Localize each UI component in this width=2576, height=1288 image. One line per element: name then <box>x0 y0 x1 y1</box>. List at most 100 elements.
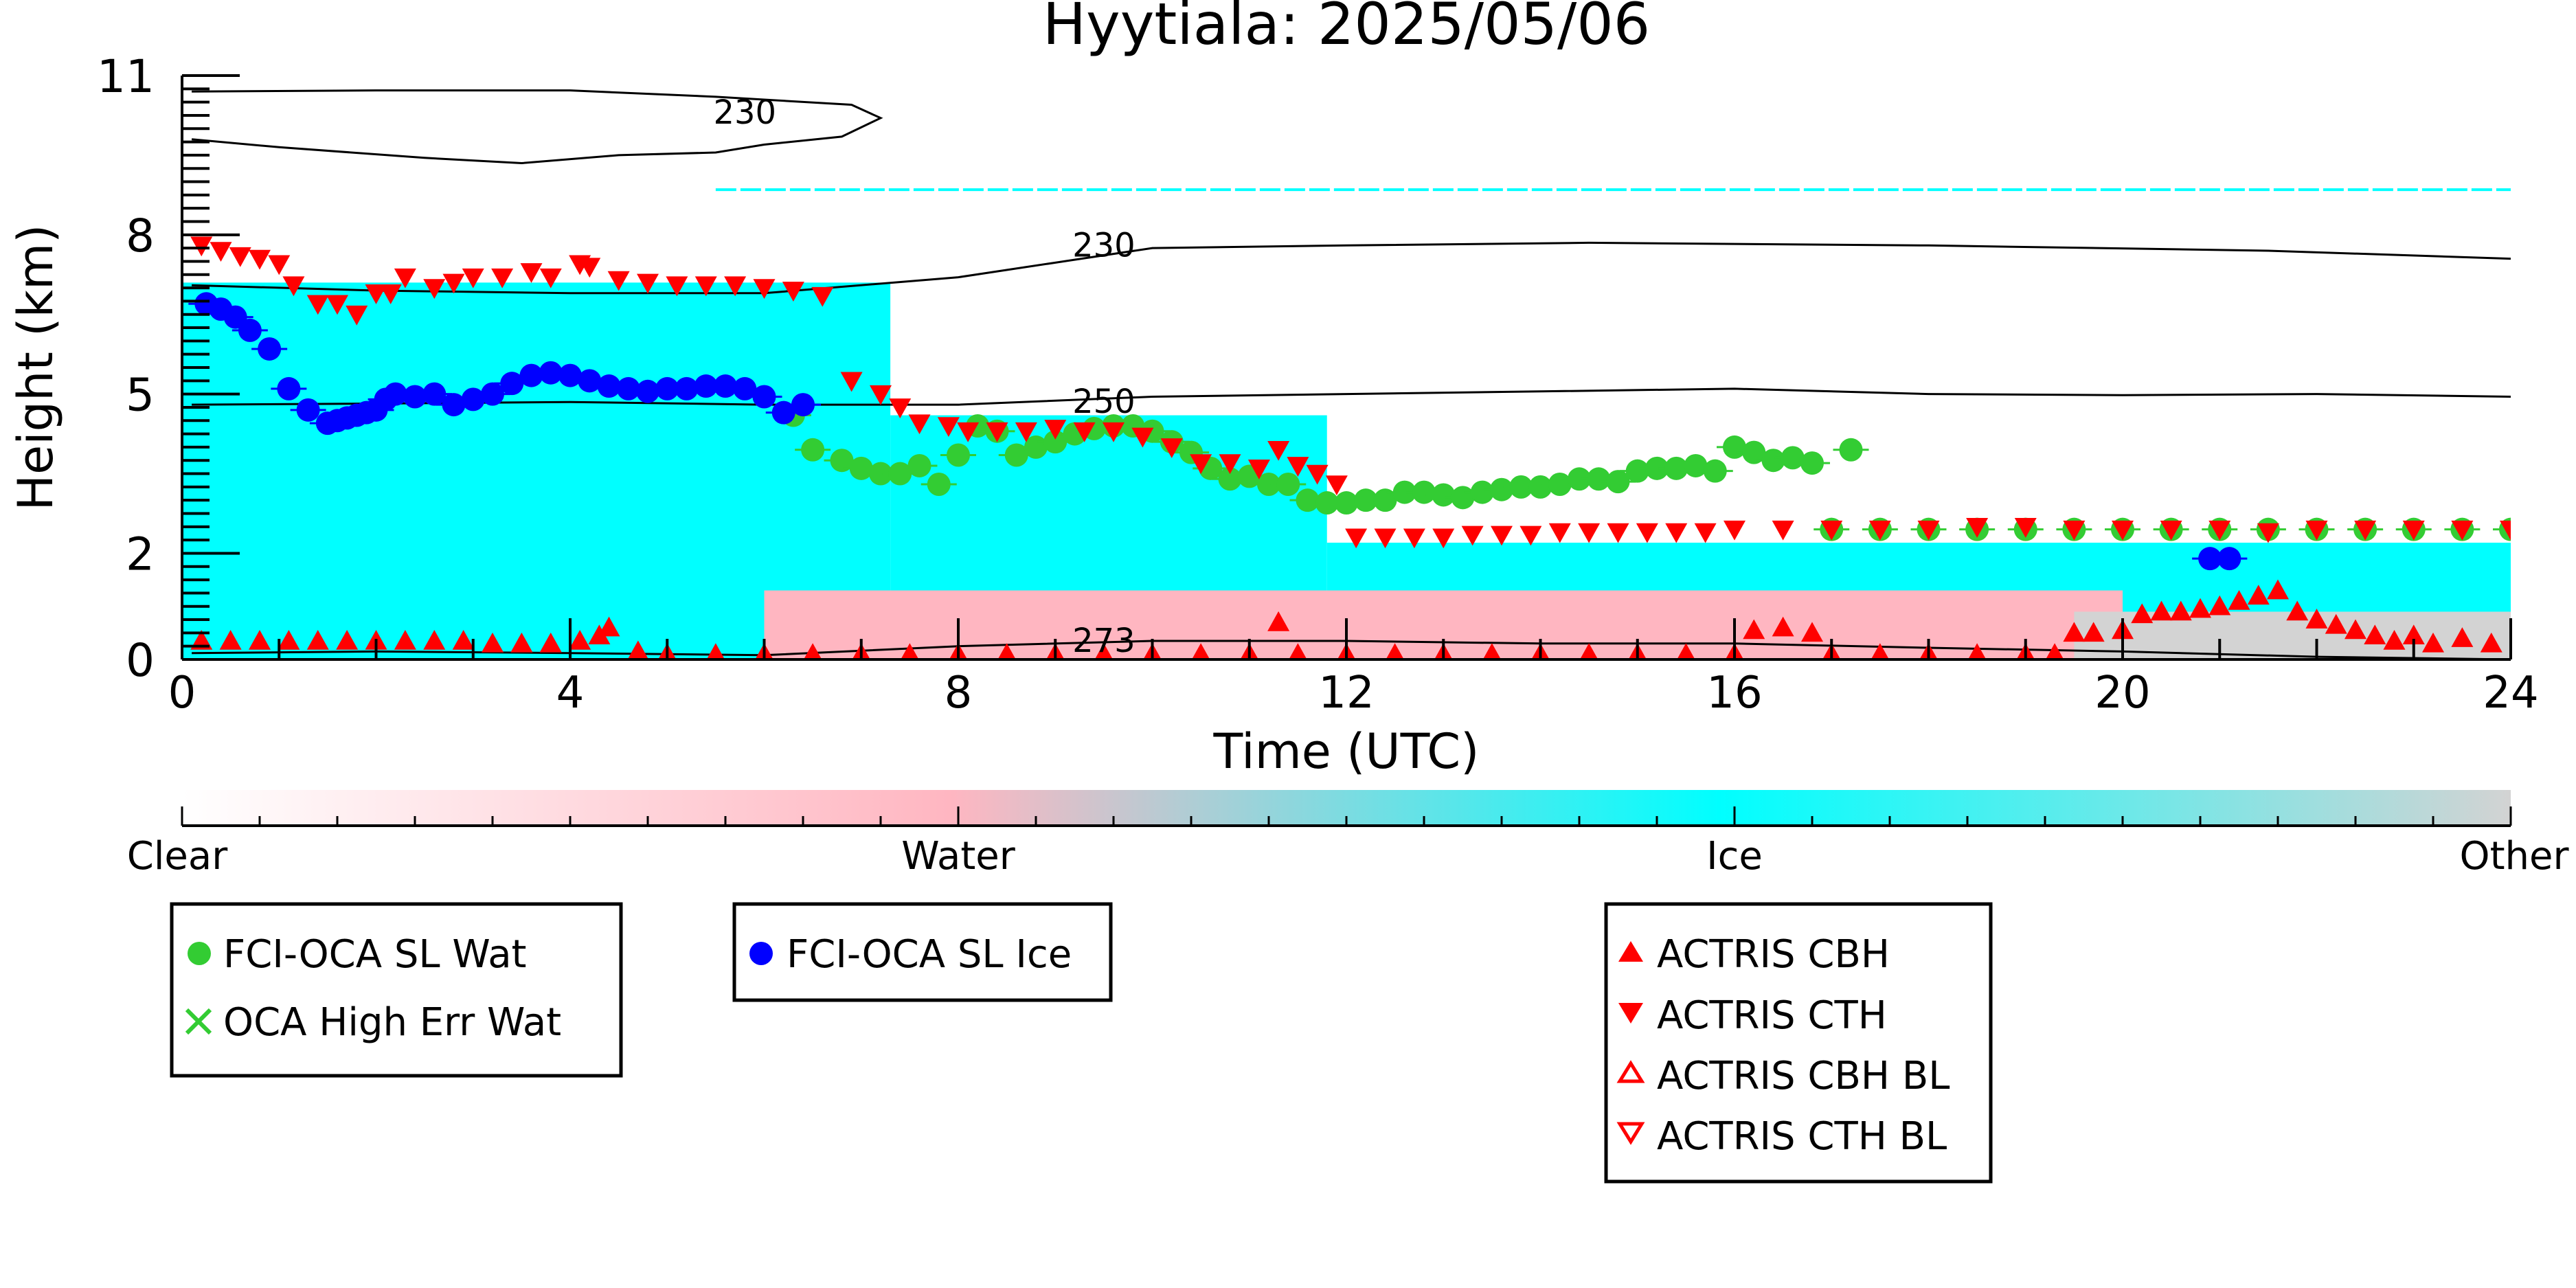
y-axis-label: Height (km) <box>8 225 64 511</box>
legend-cbh-marker <box>1618 941 1643 962</box>
data-point <box>296 398 320 422</box>
data-point <box>2082 622 2105 642</box>
data-point <box>190 629 213 650</box>
data-point <box>1432 483 1456 507</box>
y-tick-label: 11 <box>97 50 155 103</box>
data-point <box>2480 632 2502 653</box>
data-point <box>1868 520 1891 541</box>
contour-label: 250 <box>1072 383 1136 421</box>
data-point <box>1761 449 1785 473</box>
data-point <box>1509 475 1533 499</box>
data-point <box>1645 456 1669 480</box>
data-point <box>1625 459 1649 483</box>
data-point <box>2014 518 2037 538</box>
contour-labels: 230 230 250 273 <box>713 93 1136 660</box>
data-point <box>870 385 892 405</box>
legend-oca-high-err-marker <box>185 1008 212 1035</box>
data-point <box>1607 523 1629 543</box>
data-point <box>1839 438 1863 462</box>
data-point <box>1094 643 1114 659</box>
data-point <box>249 249 271 270</box>
data-point <box>1403 528 1425 549</box>
data-point <box>803 643 822 659</box>
legend-water-box <box>170 902 623 1078</box>
data-markers <box>188 236 2511 659</box>
x-tick-label: 20 <box>2094 668 2150 719</box>
data-point <box>500 372 524 396</box>
data-point <box>1966 518 1989 538</box>
data-point <box>403 385 427 409</box>
series-actris-cth <box>190 236 2511 549</box>
data-point <box>1800 451 1824 475</box>
data-point <box>1694 523 1717 543</box>
data-point <box>1578 523 1601 543</box>
data-point <box>1871 643 1890 659</box>
data-point <box>210 242 232 262</box>
data-point <box>1587 467 1611 491</box>
legend-actris-box <box>1604 902 1993 1184</box>
data-point <box>888 462 912 486</box>
data-point <box>2451 627 2474 647</box>
data-point <box>383 382 407 406</box>
chart-title: Hyytiala: 2025/05/06 <box>1043 0 1650 58</box>
data-point <box>889 398 912 418</box>
data-point <box>1490 477 1513 501</box>
data-point <box>2325 613 2347 634</box>
data-point <box>1335 491 1358 515</box>
data-point <box>1386 643 1404 659</box>
data-point <box>1743 619 1765 640</box>
data-point <box>801 438 825 462</box>
data-point <box>1325 475 1348 495</box>
data-point <box>1491 526 1513 546</box>
data-point <box>190 236 213 257</box>
x-tick-label: 16 <box>1706 668 1762 719</box>
contour-label: 230 <box>713 93 776 132</box>
data-point <box>947 443 970 467</box>
data-point <box>238 318 262 342</box>
data-point <box>1103 422 1125 442</box>
data-point <box>2286 600 2309 621</box>
contour-label: 273 <box>1072 622 1136 660</box>
data-point <box>1289 643 1307 659</box>
colorbar-label-ice: Ice <box>1706 834 1763 879</box>
data-point <box>2354 520 2377 541</box>
contour-label: 230 <box>1072 226 1136 264</box>
y-tick-label: 5 <box>126 369 155 422</box>
data-point <box>282 276 305 297</box>
data-point <box>2169 600 2192 621</box>
colorbar-label-clear: Clear <box>127 834 228 879</box>
data-point <box>2228 590 2250 610</box>
data-point <box>1820 520 1843 541</box>
colorbar-label-water: Water <box>901 834 1016 879</box>
data-point <box>957 422 980 442</box>
data-point <box>1742 440 1766 464</box>
data-point <box>724 276 747 297</box>
data-point <box>694 374 718 398</box>
data-point <box>752 385 776 409</box>
data-point <box>510 632 533 653</box>
data-point <box>616 376 640 400</box>
classification-background <box>182 188 2511 659</box>
data-point <box>1801 622 1823 642</box>
data-point <box>1665 523 1688 543</box>
legend-cth-marker <box>1618 1003 1643 1024</box>
data-point <box>908 414 931 435</box>
data-point <box>1276 473 1300 496</box>
data-point <box>2045 643 2064 659</box>
colorbar: Clear Water Ice Other <box>127 790 2569 879</box>
data-point <box>482 632 504 653</box>
data-point <box>840 372 863 392</box>
data-point <box>675 376 699 400</box>
data-point <box>336 629 359 650</box>
legend-oca-high-err-label: OCA High Err Wat <box>223 1000 561 1045</box>
data-point <box>986 422 1008 442</box>
data-point <box>394 268 416 289</box>
data-point <box>2267 579 2289 600</box>
data-point <box>627 640 649 659</box>
data-point <box>1218 467 1242 491</box>
data-point <box>1190 454 1212 475</box>
data-point <box>326 295 348 315</box>
data-point <box>907 453 931 477</box>
data-point <box>1677 643 1695 659</box>
data-point <box>1073 422 1096 442</box>
